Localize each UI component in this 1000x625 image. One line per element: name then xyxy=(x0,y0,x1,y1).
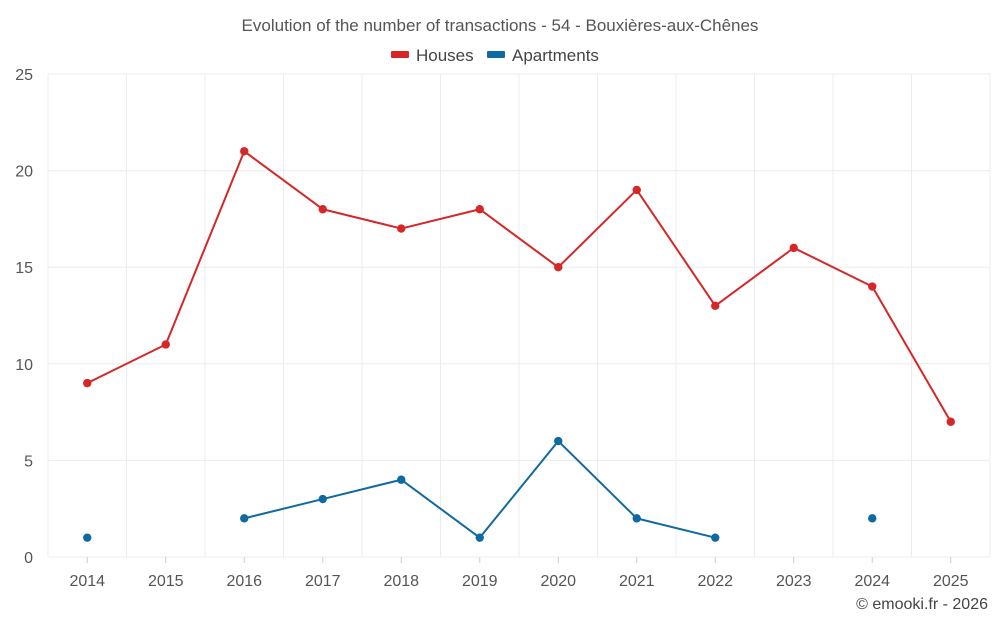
apartments-point[interactable] xyxy=(554,436,563,446)
houses-point[interactable] xyxy=(554,263,563,272)
apartments-point[interactable] xyxy=(83,533,92,542)
grid xyxy=(47,73,991,558)
houses-point[interactable] xyxy=(946,417,955,426)
x-tick-label: 2016 xyxy=(226,573,262,590)
legend-label-apartments: Apartments xyxy=(512,46,599,65)
y-tick-label: 25 xyxy=(15,67,33,84)
x-axis: 2014 2015 2016 2017 2018 2019 2020 2021 2022 2023… xyxy=(69,557,969,590)
apartments-point[interactable] xyxy=(632,514,641,523)
x-tick-label: 2024 xyxy=(854,573,890,590)
apartments-point[interactable] xyxy=(397,475,406,484)
apartments-point[interactable] xyxy=(318,494,327,504)
series xyxy=(83,147,955,542)
houses-point[interactable] xyxy=(318,205,327,214)
x-tick-label: 2018 xyxy=(383,573,419,590)
houses-point[interactable] xyxy=(868,282,877,291)
x-tick-label: 2015 xyxy=(148,573,184,590)
houses-line xyxy=(86,150,952,423)
houses-point[interactable] xyxy=(397,224,406,233)
series-houses xyxy=(83,147,955,426)
apartments-line xyxy=(244,440,716,539)
houses-point[interactable] xyxy=(240,147,249,156)
houses-point[interactable] xyxy=(83,378,92,388)
credit-text: © emooki.fr - 2026 xyxy=(856,596,988,613)
x-tick-label: 2021 xyxy=(619,573,655,590)
apartments-point[interactable] xyxy=(240,514,249,523)
x-tick-label: 2019 xyxy=(462,573,498,590)
houses-point[interactable] xyxy=(711,301,720,311)
x-tick-label: 2020 xyxy=(540,573,576,590)
y-tick-label: 5 xyxy=(24,453,33,470)
legend-item-apartments[interactable]: Apartments xyxy=(487,46,599,65)
x-tick-label: 2025 xyxy=(933,573,969,590)
legend-label-houses: Houses xyxy=(416,46,474,65)
houses-point[interactable] xyxy=(789,243,798,253)
x-tick-label: 2022 xyxy=(697,573,733,590)
apartments-point[interactable] xyxy=(711,533,720,542)
houses-point[interactable] xyxy=(632,185,641,195)
y-tick-label: 20 xyxy=(15,164,33,181)
y-tick-label: 0 xyxy=(24,550,33,567)
y-axis: 0 5 10 15 20 25 xyxy=(15,67,33,567)
x-tick-label: 2017 xyxy=(305,573,341,590)
legend-item-houses[interactable]: Houses xyxy=(391,46,474,65)
legend: Houses Apartments xyxy=(391,46,599,65)
legend-swatch-apartments xyxy=(487,51,505,58)
chart-title: Evolution of the number of transactions … xyxy=(242,16,759,35)
apartments-point[interactable] xyxy=(868,514,877,523)
houses-point[interactable] xyxy=(161,340,170,349)
x-tick-label: 2014 xyxy=(69,573,105,590)
y-tick-label: 10 xyxy=(15,357,33,374)
legend-swatch-houses xyxy=(391,51,409,58)
x-tick-label: 2023 xyxy=(776,573,812,590)
series-apartments xyxy=(83,436,877,542)
houses-point[interactable] xyxy=(475,205,484,214)
apartments-point[interactable] xyxy=(475,533,484,542)
y-tick-label: 15 xyxy=(15,260,33,277)
